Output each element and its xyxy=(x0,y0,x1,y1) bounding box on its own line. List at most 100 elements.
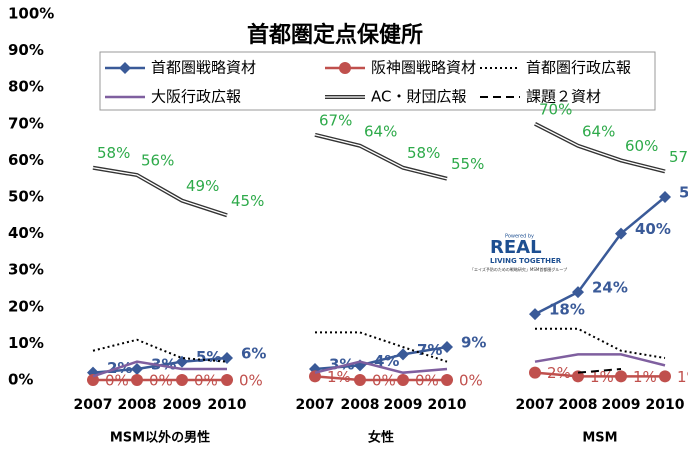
series: 0% 0% 0% 0% 1% 0% 0% 0% 2% 1% 1% 1% xyxy=(87,364,688,390)
marker xyxy=(354,374,366,386)
x-tick-label: 2010 xyxy=(428,397,467,413)
legend-item: 課題２資材 xyxy=(480,88,601,106)
marker xyxy=(397,348,409,361)
legend-item: 大阪行政広報 xyxy=(105,88,241,106)
chart-title: 首都圏定点保健所 xyxy=(247,22,423,48)
data-label: 67% xyxy=(319,111,352,129)
series-line xyxy=(577,368,622,374)
marker xyxy=(309,370,321,383)
y-tick-label: 70% xyxy=(8,114,44,132)
data-label: 55% xyxy=(451,155,484,173)
series-line xyxy=(534,371,665,378)
x-tick-label: 2007 xyxy=(516,397,555,413)
legend-label: 大阪行政広報 xyxy=(151,88,241,106)
legend-label: 首都圏戦略資材 xyxy=(151,59,256,77)
y-tick-label: 60% xyxy=(8,151,44,169)
data-label: 0% xyxy=(415,372,439,390)
data-label: 2% xyxy=(547,364,571,382)
data-label: 60% xyxy=(625,137,658,155)
data-label: 64% xyxy=(364,122,397,140)
group-label: MSM以外の男性 xyxy=(110,430,210,446)
legend-box xyxy=(99,51,656,111)
x-tick-label: 2008 xyxy=(341,397,380,413)
series-line xyxy=(92,338,228,363)
y-tick-label: 90% xyxy=(8,41,44,59)
data-label: 24% xyxy=(592,279,628,297)
legend-label: 首都圏行政広報 xyxy=(526,59,631,77)
logo: Powered by REAL LIVING TOGETHER 「エイズ予防のた… xyxy=(470,234,567,273)
data-label: 58% xyxy=(407,144,440,162)
marker xyxy=(615,370,627,383)
y-tick-label: 0% xyxy=(8,371,33,389)
x-tick-label: 2010 xyxy=(208,397,247,413)
x-tick-label: 2009 xyxy=(384,397,423,413)
data-label: 56% xyxy=(141,152,174,170)
logo-tagline: LIVING TOGETHER xyxy=(490,257,562,265)
data-label: 18% xyxy=(549,301,585,319)
data-label: 7% xyxy=(417,341,442,359)
series-line xyxy=(535,327,666,360)
legend-item: 首都圏戦略資材 xyxy=(105,59,256,77)
marker xyxy=(131,374,143,386)
marker xyxy=(441,374,453,386)
series-line xyxy=(314,375,447,382)
marker xyxy=(659,370,671,383)
series-line-inner xyxy=(92,167,228,216)
data-label: 40% xyxy=(635,220,671,238)
data-label: 50% xyxy=(679,184,688,202)
y-tick-label: 100% xyxy=(8,5,54,23)
legend-label: 阪神圏戦略資材 xyxy=(371,59,476,77)
marker xyxy=(659,191,671,203)
legend-label: 課題２資材 xyxy=(526,88,601,106)
marker xyxy=(572,286,584,299)
series xyxy=(577,368,622,374)
series: 58% 56% 49% 45% 67% 64% 58% 55% 70% 64% 60% 57% xyxy=(92,100,688,218)
logo-powered: Powered by xyxy=(505,234,534,240)
legend-label: AC・財団広報 xyxy=(371,88,466,106)
data-label: 5% xyxy=(196,348,221,366)
group-label: MSM xyxy=(582,431,617,446)
data-label: 1% xyxy=(633,368,657,386)
data-label: 9% xyxy=(461,334,486,352)
x-tick-label: 2009 xyxy=(163,397,202,413)
marker xyxy=(176,374,188,386)
data-label: 1% xyxy=(590,368,614,386)
x-tick-label: 2008 xyxy=(559,397,598,413)
data-label: 58% xyxy=(97,144,130,162)
data-label: 0% xyxy=(149,372,173,390)
series-line xyxy=(314,360,448,374)
y-tick-label: 80% xyxy=(8,78,44,96)
marker xyxy=(87,374,99,386)
marker xyxy=(529,366,541,379)
data-label: 3% xyxy=(329,356,354,374)
x-tick-label: 2007 xyxy=(296,397,335,413)
data-label: 0% xyxy=(372,372,396,390)
series-line-inner xyxy=(534,123,666,173)
data-label: 0% xyxy=(459,372,483,390)
x-tick-label: 2009 xyxy=(602,397,641,413)
data-label: 0% xyxy=(194,372,218,390)
legend-item: 首都圏行政広報 xyxy=(480,59,631,77)
marker xyxy=(529,308,541,321)
y-tick-label: 40% xyxy=(8,224,44,242)
data-label: 1% xyxy=(327,368,351,386)
data-label: 1% xyxy=(677,368,688,386)
data-label: 49% xyxy=(186,177,219,195)
series-line xyxy=(534,196,666,316)
logo-name: REAL xyxy=(490,237,542,258)
series xyxy=(92,353,666,378)
marker xyxy=(131,363,143,376)
marker xyxy=(221,374,233,386)
logo-note: 「エイズ予防のための戦略研究」MSM首都圏グループ xyxy=(470,266,567,272)
y-tick-label: 30% xyxy=(8,261,44,279)
marker xyxy=(441,341,453,354)
legend-marker xyxy=(119,62,131,74)
data-label: 0% xyxy=(105,372,129,390)
group-label: 女性 xyxy=(368,430,394,446)
series-line xyxy=(534,353,666,367)
data-label: 70% xyxy=(539,100,572,118)
y-tick-label: 50% xyxy=(8,188,44,206)
series-line-inner xyxy=(314,134,448,180)
data-label: 4% xyxy=(374,352,399,370)
